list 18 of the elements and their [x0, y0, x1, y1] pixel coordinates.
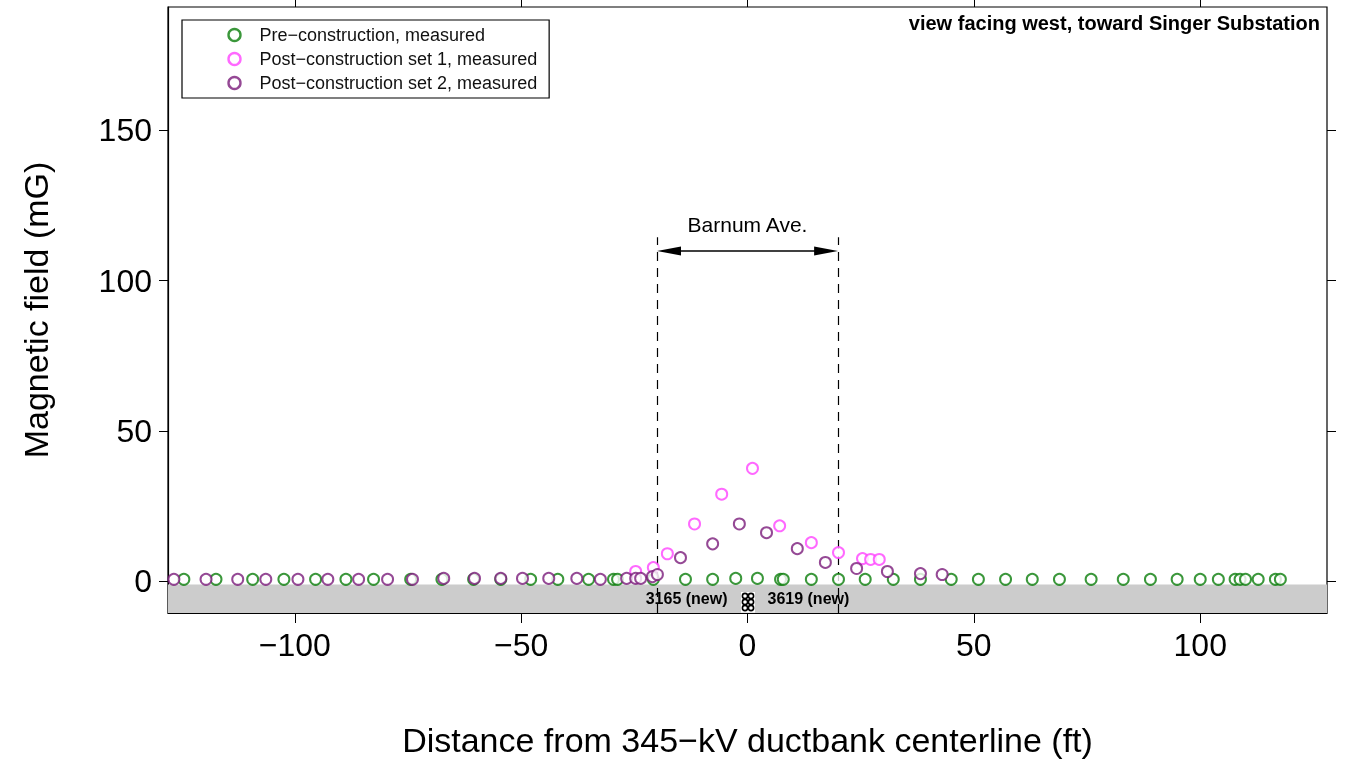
y-tick-label: 100 — [98, 262, 152, 299]
x-tick-label: −100 — [258, 627, 331, 663]
x-tick-label: −50 — [493, 627, 549, 663]
y-tick-label: 0 — [134, 563, 152, 600]
y-tick-label: 150 — [98, 112, 152, 149]
annotation: 3165 (new) — [645, 590, 728, 608]
y-tick-label: 50 — [116, 413, 152, 450]
chart-title: view facing west, toward Singer Substation — [908, 12, 1321, 34]
x-axis-title: Distance from 345−kV ductbank centerline (ft) — [402, 721, 1093, 759]
legend-label: Post−construction set 2, measured — [259, 73, 538, 93]
x-tick-label: 0 — [738, 627, 757, 663]
x-tick-label: 50 — [956, 627, 992, 663]
y-axis-title: Magnetic field (mG) — [17, 161, 55, 459]
x-tick-label: 100 — [1173, 627, 1227, 663]
legend-label: Post−construction set 1, measured — [259, 49, 538, 69]
annotation: Barnum Ave. — [687, 213, 808, 237]
legend-label: Pre−construction, measured — [259, 25, 486, 45]
annotation: 3619 (new) — [767, 590, 850, 608]
